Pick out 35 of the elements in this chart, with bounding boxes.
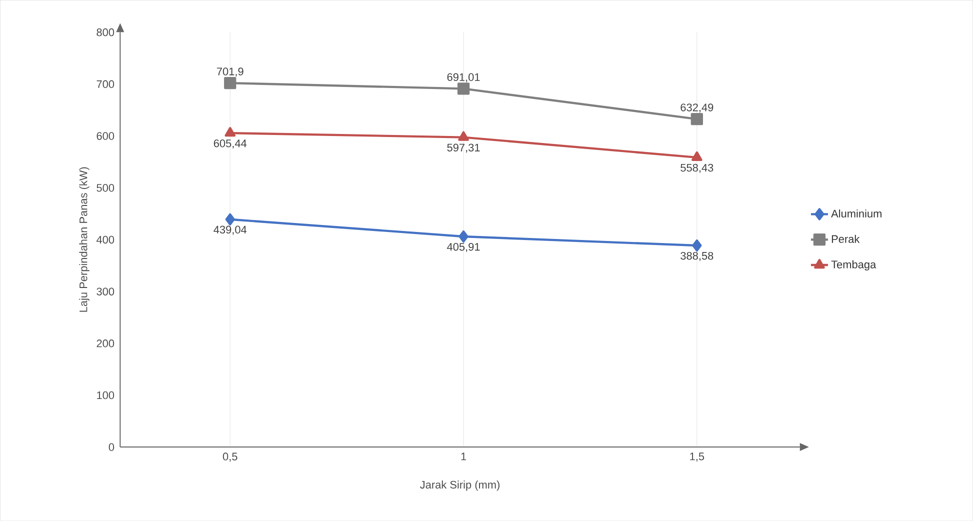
point: [458, 131, 469, 141]
point: [224, 126, 236, 137]
point: [692, 239, 702, 252]
point: [224, 76, 236, 90]
data-label: 691,01: [447, 73, 480, 82]
data-label: 405,91: [447, 242, 480, 252]
y-tick-label: 800: [96, 28, 114, 36]
point: [225, 213, 235, 226]
legend-label: Tembaga: [831, 260, 876, 270]
data-label: 632,49: [680, 104, 714, 113]
point: [690, 112, 703, 126]
y-axis-title: Laju Perpindahan Panas (kW): [79, 167, 90, 312]
legend-label: Perak: [832, 234, 860, 243]
x-tick-label: 1: [461, 452, 466, 460]
y-tick-label: 0: [108, 443, 114, 451]
y-tick-label: 200: [96, 339, 114, 348]
x-tick-label: 0,5: [222, 452, 238, 462]
x-tick-label: 1,5: [690, 452, 704, 462]
y-tick-label: 700: [96, 80, 114, 88]
y-tick-label: 600: [96, 132, 114, 140]
y-tick-label: 100: [97, 391, 114, 400]
y-tick-label: 400: [96, 236, 114, 244]
data-label: 701,9: [216, 68, 244, 77]
data-label: 605,44: [214, 139, 247, 148]
data-label: 597,31: [447, 144, 480, 153]
point: [457, 82, 470, 95]
point: [692, 151, 702, 161]
data-label: 558,43: [680, 164, 714, 173]
data-label: 388,58: [680, 252, 714, 261]
point: [458, 230, 468, 243]
data-label: 439,04: [214, 226, 247, 235]
x-axis-title: Jarak Sirip (mm): [420, 480, 500, 491]
legend-label: Aluminium: [831, 209, 882, 218]
y-tick-label: 500: [96, 184, 114, 192]
y-tick-label: 300: [96, 288, 114, 296]
